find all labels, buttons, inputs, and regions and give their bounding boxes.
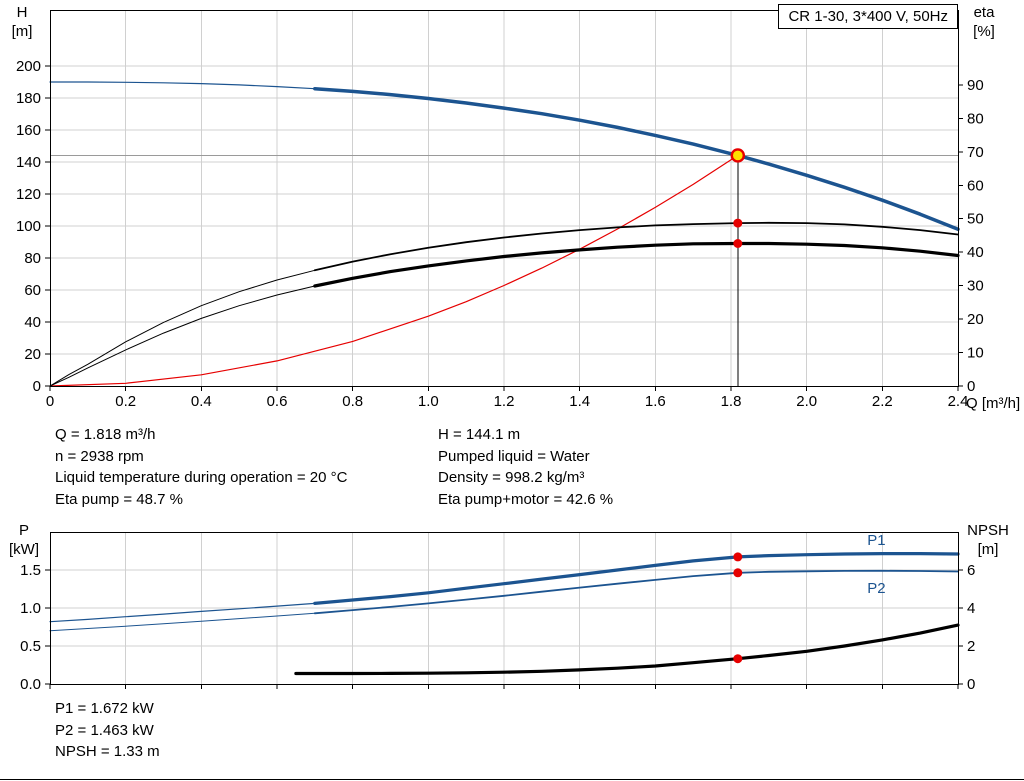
svg-text:160: 160	[16, 122, 41, 139]
svg-text:0.4: 0.4	[191, 393, 212, 410]
svg-text:180: 180	[16, 90, 41, 107]
svg-text:120: 120	[16, 186, 41, 203]
eta-axis-unit: [%]	[973, 23, 995, 40]
svg-text:10: 10	[967, 345, 984, 362]
npsh-axis-label: NPSH [m]	[960, 521, 1016, 559]
p-axis-unit: [kW]	[9, 541, 39, 558]
svg-text:200: 200	[16, 58, 41, 75]
info-line-density: Density = 998.2 kg/m³	[438, 469, 585, 486]
svg-text:1.0: 1.0	[20, 600, 41, 617]
p-axis-label: P [kW]	[2, 521, 46, 559]
svg-text:0.8: 0.8	[342, 393, 363, 410]
svg-text:90: 90	[967, 77, 984, 94]
pump-type-title-box: CR 1-30, 3*400 V, 50Hz	[778, 4, 958, 29]
duty-info-right: H = 144.1 m Pumped liquid = Water Densit…	[438, 424, 613, 510]
svg-text:2: 2	[967, 638, 975, 655]
eta-axis-symbol: eta	[973, 4, 995, 21]
svg-text:P1: P1	[867, 532, 885, 549]
svg-text:0.0: 0.0	[20, 676, 41, 693]
svg-text:6: 6	[967, 562, 975, 579]
info-line-head: H = 144.1 m	[438, 426, 521, 443]
svg-text:40: 40	[967, 244, 984, 261]
svg-text:0: 0	[33, 378, 41, 395]
svg-text:0: 0	[967, 378, 975, 395]
svg-text:60: 60	[967, 177, 984, 194]
info-line-p1: P1 = 1.672 kW	[55, 700, 154, 717]
svg-text:0.5: 0.5	[20, 638, 41, 655]
svg-text:100: 100	[16, 218, 41, 235]
svg-text:40: 40	[24, 314, 41, 331]
info-line-npsh: NPSH = 1.33 m	[55, 743, 160, 760]
svg-text:0: 0	[967, 676, 975, 693]
info-line-temperature: Liquid temperature during operation = 20…	[55, 469, 348, 486]
svg-text:2.0: 2.0	[796, 393, 817, 410]
svg-text:0: 0	[46, 393, 54, 410]
power-info: P1 = 1.672 kW P2 = 1.463 kW NPSH = 1.33 …	[55, 698, 160, 763]
svg-text:2.4: 2.4	[948, 393, 969, 410]
info-line-q: Q = 1.818 m³/h	[55, 426, 156, 443]
svg-text:140: 140	[16, 154, 41, 171]
h-axis-label: H [m]	[2, 3, 42, 41]
h-axis-symbol: H	[16, 4, 28, 21]
info-line-p2: P2 = 1.463 kW	[55, 721, 154, 739]
svg-text:1.5: 1.5	[20, 562, 41, 579]
svg-text:0.6: 0.6	[267, 393, 288, 410]
bottom-divider	[0, 779, 1024, 780]
npsh-axis-unit: [m]	[977, 541, 999, 558]
svg-text:20: 20	[24, 346, 41, 363]
svg-text:80: 80	[967, 110, 984, 127]
svg-text:1.6: 1.6	[645, 393, 666, 410]
info-line-speed: n = 2938 rpm	[55, 447, 144, 465]
npsh-axis-symbol: NPSH	[967, 522, 1009, 539]
svg-text:P2: P2	[867, 580, 885, 597]
svg-text:2.2: 2.2	[872, 393, 893, 410]
h-axis-unit: [m]	[11, 23, 33, 40]
eta-axis-label: eta [%]	[962, 3, 1006, 41]
svg-text:1.0: 1.0	[418, 393, 439, 410]
svg-text:70: 70	[967, 144, 984, 161]
svg-text:4: 4	[967, 600, 975, 617]
svg-text:30: 30	[967, 278, 984, 295]
svg-text:0.2: 0.2	[115, 393, 136, 410]
info-line-liquid: Pumped liquid = Water	[438, 447, 590, 465]
p-axis-symbol: P	[18, 522, 29, 539]
svg-text:20: 20	[967, 311, 984, 328]
svg-text:80: 80	[24, 250, 41, 267]
info-line-eta-total: Eta pump+motor = 42.6 %	[438, 490, 614, 508]
svg-text:60: 60	[24, 282, 41, 299]
svg-text:50: 50	[967, 211, 984, 228]
svg-text:1.8: 1.8	[721, 393, 742, 410]
svg-text:1.4: 1.4	[569, 393, 590, 410]
svg-text:1.2: 1.2	[494, 393, 515, 410]
info-line-eta-pump: Eta pump = 48.7 %	[55, 490, 183, 508]
duty-info-left: Q = 1.818 m³/h n = 2938 rpm Liquid tempe…	[55, 424, 347, 510]
q-axis-label: Q [m³/h]	[966, 395, 1021, 412]
